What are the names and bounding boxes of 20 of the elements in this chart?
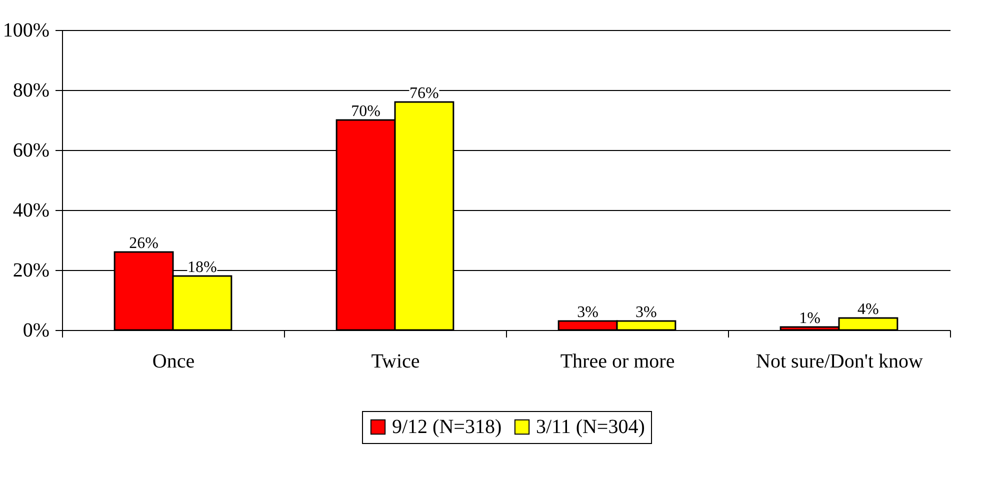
data-label: 1%: [799, 310, 820, 327]
x-tick-label: Once: [152, 350, 195, 372]
x-tick-label: Three or more: [560, 350, 675, 372]
data-label: 3%: [636, 304, 657, 321]
y-tick-label: 40%: [12, 200, 50, 222]
data-label: 76%: [410, 85, 439, 102]
data-label: 4%: [858, 301, 879, 318]
legend-label: 9/12 (N=318): [392, 416, 502, 438]
y-tick-label: 80%: [12, 80, 50, 102]
y-tick-label: 100%: [2, 20, 50, 42]
x-tick-label: Not sure/Don't know: [756, 350, 924, 372]
data-label: 3%: [577, 304, 598, 321]
data-label: 70%: [351, 103, 380, 120]
data-label: 18%: [188, 259, 217, 276]
y-tick-label: 0%: [22, 320, 50, 342]
legend-label: 3/11 (N=304): [536, 416, 645, 438]
y-tick-label: 20%: [12, 260, 50, 282]
y-tick-label: 60%: [12, 140, 50, 162]
data-label: 26%: [129, 235, 158, 252]
x-tick-label: Twice: [371, 350, 420, 372]
